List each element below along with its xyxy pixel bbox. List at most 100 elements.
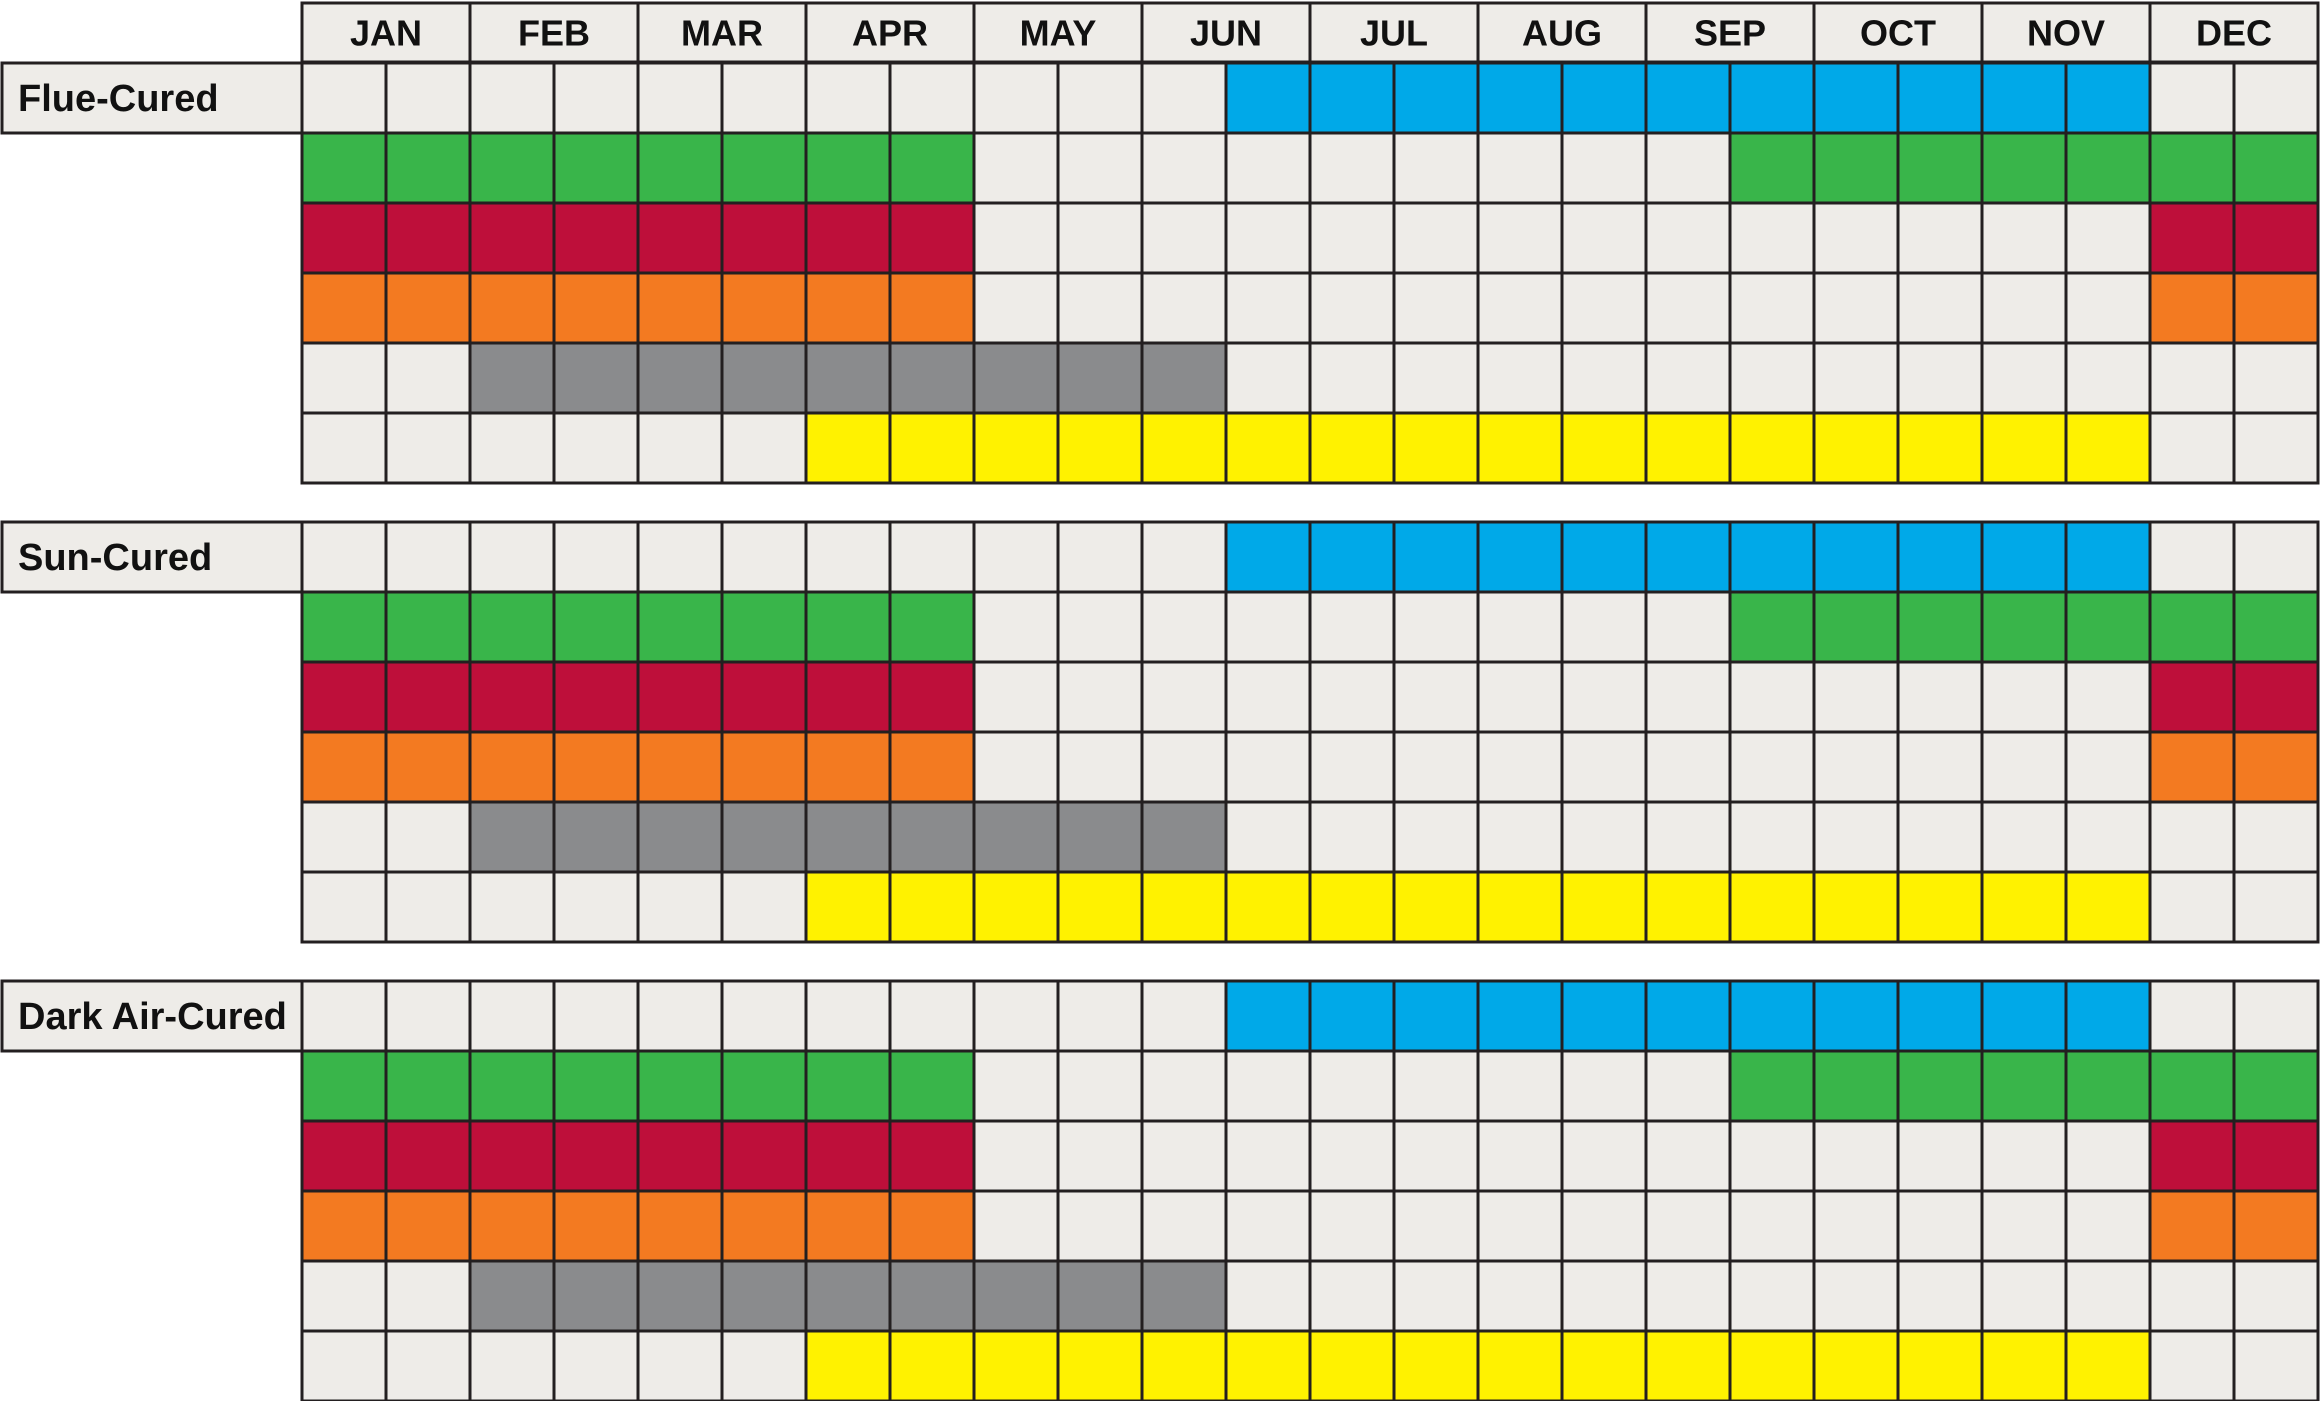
active-period-cell <box>636 341 724 415</box>
empty-period-cell <box>1560 1189 1648 1263</box>
active-period-cell <box>804 1119 892 1193</box>
empty-period-cell <box>384 1259 472 1333</box>
empty-period-cell <box>1560 341 1648 415</box>
month-header-cell-jan <box>300 1 472 64</box>
active-period-cell <box>552 590 640 664</box>
active-period-cell <box>1392 411 1480 485</box>
active-period-cell <box>1224 1329 1312 1401</box>
empty-period-cell <box>636 870 724 944</box>
empty-period-cell <box>888 61 976 135</box>
empty-period-cell <box>468 870 556 944</box>
empty-period-cell <box>1896 1189 1984 1263</box>
empty-period-cell <box>1140 61 1228 135</box>
empty-period-cell <box>1476 341 1564 415</box>
active-period-cell <box>1140 800 1228 874</box>
active-period-cell <box>1140 341 1228 415</box>
active-period-cell <box>552 201 640 275</box>
active-period-cell <box>300 1049 388 1123</box>
empty-period-cell <box>972 660 1060 734</box>
empty-period-cell <box>972 201 1060 275</box>
active-period-cell <box>1224 979 1312 1053</box>
empty-period-cell <box>1476 590 1564 664</box>
active-period-cell <box>636 1049 724 1123</box>
empty-period-cell <box>2064 660 2152 734</box>
empty-period-cell <box>1896 341 1984 415</box>
empty-period-cell <box>1140 730 1228 804</box>
active-period-cell <box>888 1189 976 1263</box>
active-period-cell <box>636 1119 724 1193</box>
active-period-cell <box>1644 979 1732 1053</box>
active-period-cell <box>972 411 1060 485</box>
empty-period-cell <box>1056 730 1144 804</box>
active-period-cell <box>888 131 976 205</box>
empty-period-cell <box>1392 341 1480 415</box>
empty-period-cell <box>1476 1119 1564 1193</box>
active-period-cell <box>1644 1329 1732 1401</box>
empty-period-cell <box>2232 800 2320 874</box>
active-period-cell <box>2232 131 2320 205</box>
active-period-cell <box>468 201 556 275</box>
active-period-cell <box>888 271 976 345</box>
empty-period-cell <box>1476 660 1564 734</box>
active-period-cell <box>1560 979 1648 1053</box>
empty-period-cell <box>1308 271 1396 345</box>
active-period-cell <box>636 730 724 804</box>
active-period-cell <box>1476 411 1564 485</box>
active-period-cell <box>804 730 892 804</box>
empty-period-cell <box>1392 660 1480 734</box>
active-period-cell <box>384 1189 472 1263</box>
empty-period-cell <box>1056 1189 1144 1263</box>
active-period-cell <box>1812 979 1900 1053</box>
active-period-cell <box>2148 660 2236 734</box>
month-label: JUN <box>1190 13 1262 54</box>
active-period-cell <box>552 1259 640 1333</box>
empty-period-cell <box>720 61 808 135</box>
active-period-cell <box>1980 61 2068 135</box>
active-period-cell <box>972 341 1060 415</box>
active-period-cell <box>1896 1049 1984 1123</box>
active-period-cell <box>888 1119 976 1193</box>
active-period-cell <box>552 131 640 205</box>
empty-period-cell <box>468 520 556 594</box>
active-period-cell <box>2148 201 2236 275</box>
empty-period-cell <box>300 979 388 1053</box>
active-period-cell <box>1308 979 1396 1053</box>
active-period-cell <box>1224 411 1312 485</box>
empty-period-cell <box>636 979 724 1053</box>
empty-period-cell <box>2232 411 2320 485</box>
empty-period-cell <box>1140 1049 1228 1123</box>
active-period-cell <box>1224 520 1312 594</box>
empty-period-cell <box>384 341 472 415</box>
empty-period-cell <box>972 1189 1060 1263</box>
empty-period-cell <box>1476 271 1564 345</box>
active-period-cell <box>804 341 892 415</box>
active-period-cell <box>552 341 640 415</box>
empty-period-cell <box>1056 201 1144 275</box>
empty-period-cell <box>720 1329 808 1401</box>
month-label: FEB <box>518 13 590 54</box>
empty-period-cell <box>972 271 1060 345</box>
empty-period-cell <box>384 979 472 1053</box>
empty-period-cell <box>1560 201 1648 275</box>
active-period-cell <box>1560 61 1648 135</box>
empty-period-cell <box>1308 1189 1396 1263</box>
empty-period-cell <box>2064 730 2152 804</box>
empty-period-cell <box>1980 201 2068 275</box>
active-period-cell <box>1812 411 1900 485</box>
empty-period-cell <box>2064 1119 2152 1193</box>
empty-period-cell <box>1308 1259 1396 1333</box>
active-period-cell <box>2232 1119 2320 1193</box>
empty-period-cell <box>1644 590 1732 664</box>
active-period-cell <box>2064 131 2152 205</box>
empty-period-cell <box>636 411 724 485</box>
active-period-cell <box>1980 131 2068 205</box>
empty-period-cell <box>1308 341 1396 415</box>
empty-period-cell <box>1896 660 1984 734</box>
active-period-cell <box>804 411 892 485</box>
empty-period-cell <box>1812 1119 1900 1193</box>
empty-period-cell <box>2064 1259 2152 1333</box>
active-period-cell <box>720 730 808 804</box>
empty-period-cell <box>1056 660 1144 734</box>
active-period-cell <box>636 800 724 874</box>
empty-period-cell <box>1476 800 1564 874</box>
